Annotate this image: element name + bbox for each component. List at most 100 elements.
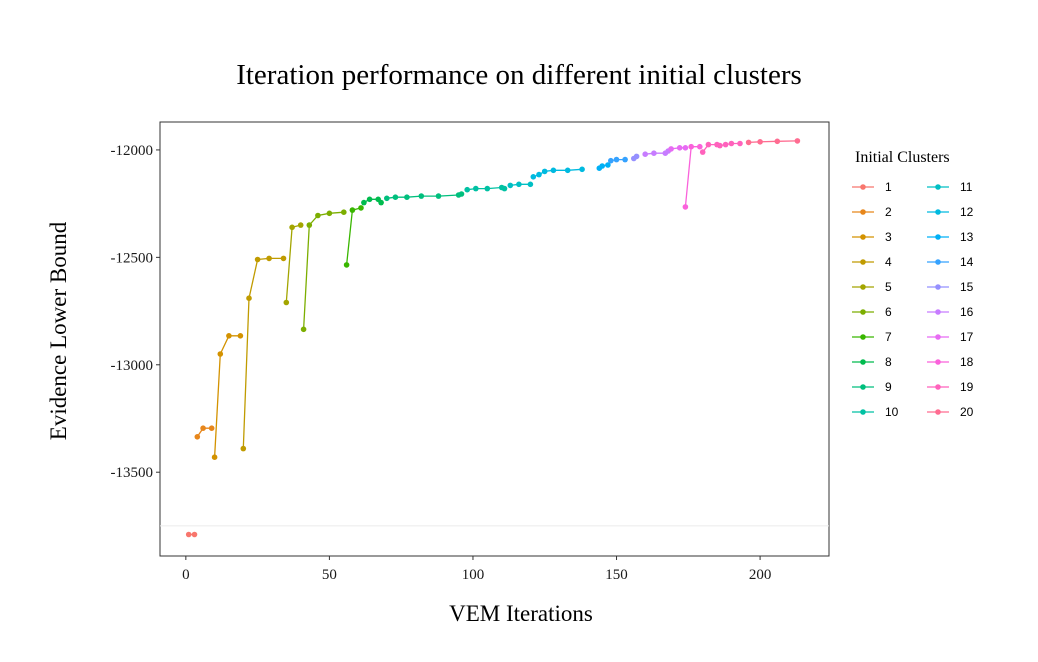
legend-key-point bbox=[860, 209, 866, 215]
x-tick-label: 150 bbox=[605, 567, 628, 583]
x-tick-label: 100 bbox=[462, 567, 485, 583]
data-point bbox=[237, 333, 244, 339]
legend-key-point bbox=[860, 259, 866, 265]
data-point bbox=[191, 531, 198, 538]
data-point bbox=[705, 141, 712, 148]
series-17 bbox=[668, 145, 689, 152]
data-point bbox=[283, 299, 290, 306]
legend-key-point bbox=[935, 359, 941, 365]
legend-key-point bbox=[860, 234, 866, 240]
series-line bbox=[213, 335, 241, 458]
data-point bbox=[254, 256, 261, 263]
data-point bbox=[226, 333, 232, 339]
legend-item: 1 bbox=[852, 180, 892, 194]
legend-item: 18 bbox=[927, 355, 974, 369]
series-7 bbox=[343, 205, 364, 268]
data-point bbox=[343, 262, 350, 268]
series-14 bbox=[608, 156, 628, 164]
data-point bbox=[378, 199, 384, 206]
legend-item: 19 bbox=[927, 380, 974, 394]
series-5 bbox=[283, 222, 304, 306]
legend-label: 5 bbox=[885, 280, 892, 294]
series-9 bbox=[384, 191, 465, 202]
series-16 bbox=[642, 148, 671, 157]
data-point bbox=[501, 185, 508, 192]
legend-key-point bbox=[935, 234, 941, 240]
legend-item: 8 bbox=[852, 355, 892, 369]
legend-item: 20 bbox=[927, 405, 974, 419]
series-6 bbox=[300, 209, 347, 333]
data-point bbox=[280, 255, 287, 262]
legend-item: 13 bbox=[927, 230, 974, 244]
legend-label: 3 bbox=[885, 230, 892, 244]
legend-item: 9 bbox=[852, 380, 892, 394]
series-line bbox=[285, 224, 301, 303]
data-point bbox=[507, 182, 514, 189]
data-point bbox=[757, 139, 763, 145]
series-3 bbox=[211, 333, 244, 461]
legend-key-point bbox=[860, 384, 866, 390]
series-line bbox=[242, 257, 284, 449]
legend-key-point bbox=[935, 259, 941, 265]
y-tick-label: -12500 bbox=[111, 250, 154, 266]
y-tick-label: -13000 bbox=[111, 358, 154, 374]
data-point bbox=[682, 204, 689, 210]
data-point bbox=[297, 222, 304, 228]
data-point bbox=[392, 194, 399, 200]
legend-label: 19 bbox=[960, 380, 974, 394]
data-point bbox=[300, 326, 307, 333]
y-tick-label: -12000 bbox=[111, 143, 154, 159]
series-1 bbox=[185, 531, 198, 538]
data-point bbox=[579, 166, 585, 173]
legend-item: 12 bbox=[927, 205, 974, 219]
legend-key-point bbox=[935, 384, 941, 390]
data-point bbox=[349, 207, 356, 213]
plot-panel-border bbox=[159, 121, 830, 557]
legend-key-point bbox=[860, 309, 866, 315]
series-8 bbox=[361, 196, 384, 206]
data-point bbox=[633, 153, 640, 160]
data-point bbox=[458, 191, 465, 197]
series-19 bbox=[699, 140, 743, 155]
legend-label: 16 bbox=[960, 305, 974, 319]
legend-item: 16 bbox=[927, 305, 974, 319]
data-point bbox=[341, 209, 347, 215]
data-point bbox=[642, 151, 648, 157]
data-point bbox=[404, 194, 410, 200]
data-point bbox=[697, 143, 703, 150]
legend-label: 4 bbox=[885, 255, 892, 269]
data-point bbox=[613, 156, 620, 163]
data-point bbox=[541, 168, 548, 175]
data-point bbox=[688, 143, 694, 150]
series-line bbox=[684, 146, 700, 207]
x-tick-label: 50 bbox=[322, 567, 337, 583]
legend-label: 13 bbox=[960, 230, 974, 244]
data-point bbox=[682, 145, 689, 151]
series-4 bbox=[240, 255, 287, 452]
legend-title: Initial Clusters bbox=[855, 149, 950, 166]
x-tick-label: 200 bbox=[749, 567, 772, 583]
data-point bbox=[745, 139, 752, 146]
legend-item: 14 bbox=[927, 255, 974, 269]
legend-key-point bbox=[935, 409, 941, 415]
legend-label: 9 bbox=[885, 380, 892, 394]
data-point bbox=[194, 434, 201, 440]
legend-key-point bbox=[935, 334, 941, 340]
legend-key-point bbox=[860, 359, 866, 365]
data-point bbox=[728, 140, 735, 147]
data-point bbox=[266, 255, 272, 262]
series-11 bbox=[507, 181, 534, 189]
legend-item: 3 bbox=[852, 230, 892, 244]
legend: Initial Clusters 12345678910111213141516… bbox=[852, 149, 974, 419]
y-tick-label: -13500 bbox=[111, 465, 154, 481]
data-point bbox=[306, 222, 313, 228]
data-point bbox=[358, 205, 364, 211]
legend-label: 2 bbox=[885, 205, 892, 219]
legend-item: 4 bbox=[852, 255, 892, 269]
data-point bbox=[208, 425, 215, 432]
legend-label: 6 bbox=[885, 305, 892, 319]
legend-label: 17 bbox=[960, 330, 974, 344]
legend-item: 2 bbox=[852, 205, 892, 219]
plot-area bbox=[160, 138, 829, 538]
